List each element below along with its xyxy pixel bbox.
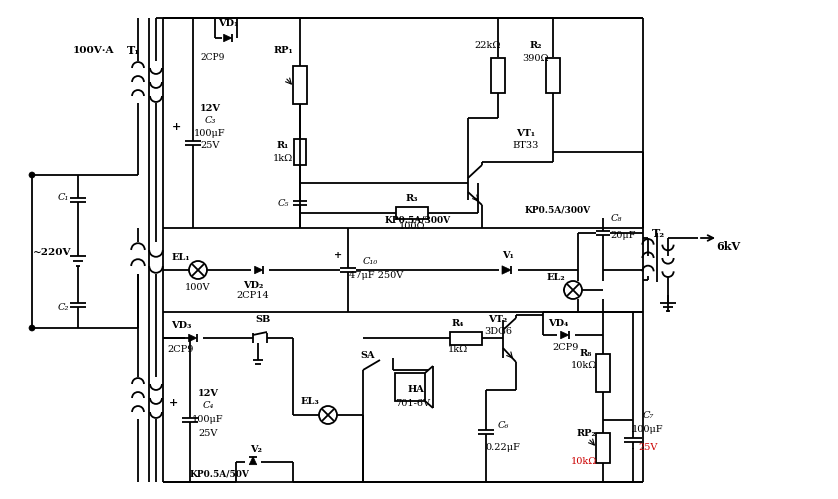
Polygon shape (224, 34, 231, 42)
Text: +: + (172, 120, 181, 132)
Text: C₂: C₂ (57, 303, 69, 312)
Text: R₄: R₄ (452, 318, 464, 327)
Text: 47μF 250V: 47μF 250V (349, 271, 403, 280)
Text: KP0.5A/300V: KP0.5A/300V (525, 206, 591, 215)
Text: RP₁: RP₁ (273, 45, 292, 54)
Text: 6kV: 6kV (716, 241, 740, 251)
Bar (395, 373, 425, 401)
Text: C₃: C₃ (204, 115, 215, 124)
Text: KP0.5A/300V: KP0.5A/300V (385, 216, 451, 225)
Text: EL₃: EL₃ (301, 398, 319, 407)
Bar (293, 66, 307, 104)
Text: VD₃: VD₃ (171, 320, 191, 329)
Text: 2CP9: 2CP9 (553, 343, 579, 352)
Text: 100μF: 100μF (194, 129, 225, 138)
Text: 12V: 12V (199, 103, 220, 112)
Text: 2CP14: 2CP14 (236, 291, 269, 300)
Text: 100V·A: 100V·A (72, 45, 114, 54)
Text: 10kΩ: 10kΩ (571, 458, 597, 467)
Text: R₂: R₂ (530, 40, 542, 49)
Text: SA: SA (360, 350, 375, 359)
Text: VT₁: VT₁ (516, 129, 535, 138)
Text: HA: HA (407, 386, 424, 395)
Text: +: + (168, 397, 178, 408)
Text: C₁: C₁ (57, 193, 69, 202)
Text: 2CP9: 2CP9 (168, 345, 194, 354)
Polygon shape (189, 334, 197, 342)
Text: R₁: R₁ (277, 141, 289, 150)
Text: VT₂: VT₂ (489, 315, 508, 324)
Text: VD₂: VD₂ (243, 280, 263, 289)
Text: 22kΩ: 22kΩ (475, 40, 501, 49)
Text: ~220V: ~220V (33, 248, 71, 256)
Bar (396, 207, 428, 219)
Bar (450, 332, 482, 345)
Polygon shape (249, 457, 256, 465)
Bar (294, 139, 306, 165)
Text: 100Ω: 100Ω (399, 222, 426, 231)
Bar (491, 58, 505, 93)
Polygon shape (561, 331, 569, 339)
Text: 25V: 25V (200, 141, 220, 150)
Text: 3DG6: 3DG6 (484, 327, 512, 336)
Text: C₅: C₅ (277, 199, 288, 208)
Text: 100μF: 100μF (632, 426, 664, 435)
Bar (546, 58, 560, 93)
Text: EL₁: EL₁ (172, 252, 190, 261)
Text: 20μF: 20μF (610, 231, 636, 240)
Text: VD₄: VD₄ (548, 318, 568, 327)
Text: BT33: BT33 (513, 141, 539, 150)
Text: KP0.5A/50V: KP0.5A/50V (190, 470, 250, 479)
Text: T₂: T₂ (651, 228, 665, 239)
Text: 701-6V: 701-6V (396, 399, 431, 408)
Text: 1kΩ: 1kΩ (447, 345, 468, 354)
Circle shape (29, 172, 35, 178)
Text: +: + (334, 250, 342, 259)
Text: RP₂: RP₂ (576, 429, 596, 438)
Bar (596, 433, 610, 463)
Text: C₇: C₇ (642, 412, 654, 421)
Text: 100V: 100V (185, 282, 210, 291)
Text: SB: SB (256, 315, 271, 324)
Text: C₄: C₄ (202, 402, 214, 411)
Text: V₂: V₂ (250, 446, 262, 455)
Text: C₈: C₈ (610, 214, 622, 223)
Polygon shape (502, 266, 511, 274)
Text: R₃: R₃ (406, 194, 418, 203)
Text: EL₂: EL₂ (546, 273, 566, 282)
Bar (596, 354, 610, 392)
Text: 100μF: 100μF (192, 416, 224, 425)
Text: T₁: T₁ (127, 44, 140, 55)
Text: R₈: R₈ (580, 348, 592, 357)
Text: 25V: 25V (639, 444, 658, 453)
Text: C₆: C₆ (497, 421, 509, 430)
Text: V₁: V₁ (502, 250, 514, 259)
Text: 2CP9: 2CP9 (201, 52, 225, 61)
Circle shape (29, 325, 35, 331)
Text: 10kΩ: 10kΩ (571, 361, 597, 370)
Polygon shape (255, 266, 262, 274)
Text: 12V: 12V (198, 389, 219, 398)
Text: C₁₀: C₁₀ (362, 257, 378, 266)
Text: 0.22μF: 0.22μF (485, 443, 520, 452)
Text: 25V: 25V (199, 429, 218, 438)
Text: 390Ω: 390Ω (523, 53, 550, 62)
Text: VD₁: VD₁ (218, 18, 238, 27)
Text: 1kΩ: 1kΩ (273, 154, 293, 163)
